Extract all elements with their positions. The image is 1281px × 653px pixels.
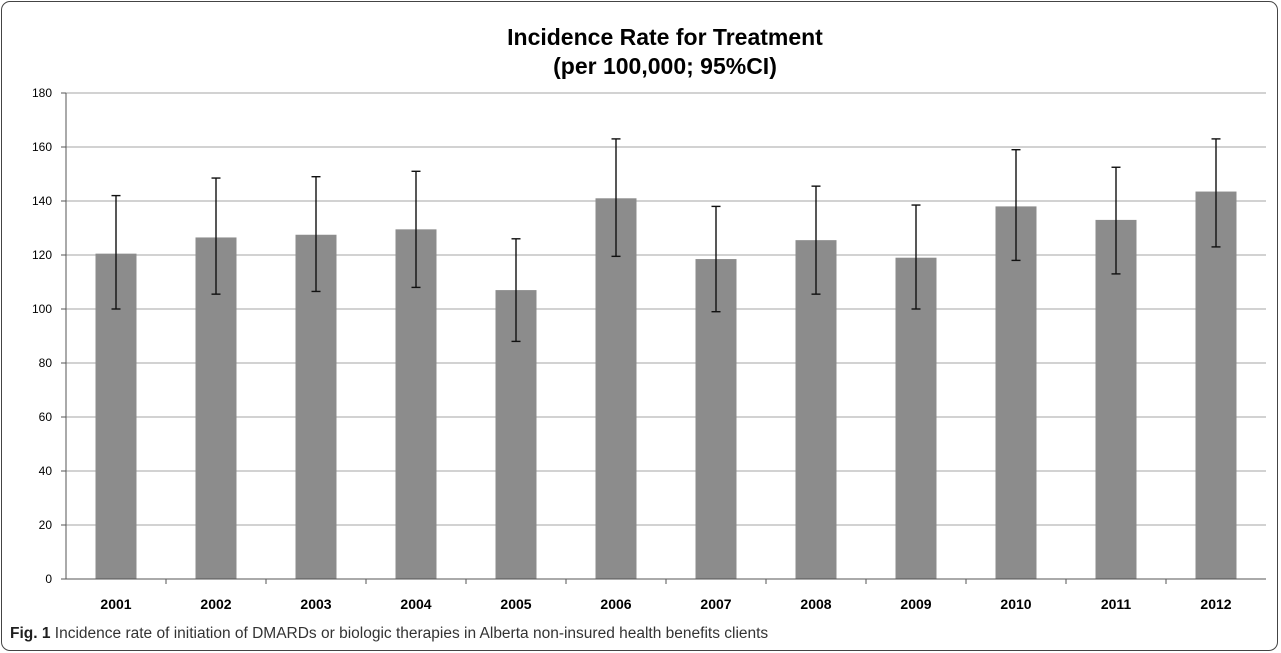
x-tick-label-2009: 2009	[900, 596, 931, 612]
x-tick-label-2012: 2012	[1200, 596, 1231, 612]
y-tick-label-0: 0	[45, 572, 52, 586]
x-tick-label-2003: 2003	[300, 596, 331, 612]
y-tick-label-80: 80	[39, 356, 53, 370]
bar-2006	[595, 198, 637, 580]
chart-subtitle: (per 100,000; 95%CI)	[553, 53, 777, 79]
axes	[65, 93, 1266, 580]
y-tick-label-140: 140	[32, 194, 52, 208]
x-tick-label-2004: 2004	[400, 596, 431, 612]
y-tick-label-120: 120	[32, 248, 52, 262]
figure-caption: Fig. 1 Incidence rate of initiation of D…	[10, 625, 768, 643]
x-tick-label-2006: 2006	[600, 596, 631, 612]
bar-2012	[1195, 191, 1237, 580]
bar-2009	[895, 257, 937, 579]
x-tick-label-2005: 2005	[500, 596, 531, 612]
y-tick-label-100: 100	[32, 302, 52, 316]
figure-label: Fig. 1	[10, 625, 51, 642]
x-tick-label-2011: 2011	[1101, 596, 1132, 612]
x-axis-tick-labels: 2001 2002 2003 2004 2005 2006 2007 2008 2009 2010…	[100, 579, 1232, 612]
x-tick-label-2001: 2001	[100, 596, 131, 612]
x-tick-label-2007: 2007	[700, 596, 731, 612]
y-tick-label-40: 40	[39, 464, 53, 478]
y-tick-label-60: 60	[39, 410, 53, 424]
x-tick-label-2002: 2002	[200, 596, 231, 612]
y-tick-label-160: 160	[32, 140, 52, 154]
error-bars	[111, 138, 1221, 343]
bar-2011	[1095, 219, 1137, 579]
y-axis-tick-labels: 0 20 40 60 80 100 120 140 160 180	[32, 86, 52, 586]
y-tick-label-20: 20	[39, 518, 53, 532]
figure-caption-text: Incidence rate of initiation of DMARDs o…	[50, 625, 769, 642]
chart-title: Incidence Rate for Treatment	[507, 24, 823, 50]
bars	[95, 191, 1237, 580]
x-tick-label-2010: 2010	[1000, 596, 1031, 612]
bar-2008	[795, 240, 837, 579]
incidence-bar-chart: Incidence Rate for Treatment (per 100,00…	[32, 24, 1266, 612]
x-tick-label-2008: 2008	[800, 596, 831, 612]
gridlines	[61, 92, 1266, 580]
y-tick-label-180: 180	[32, 86, 52, 100]
bar-2010	[995, 206, 1037, 579]
